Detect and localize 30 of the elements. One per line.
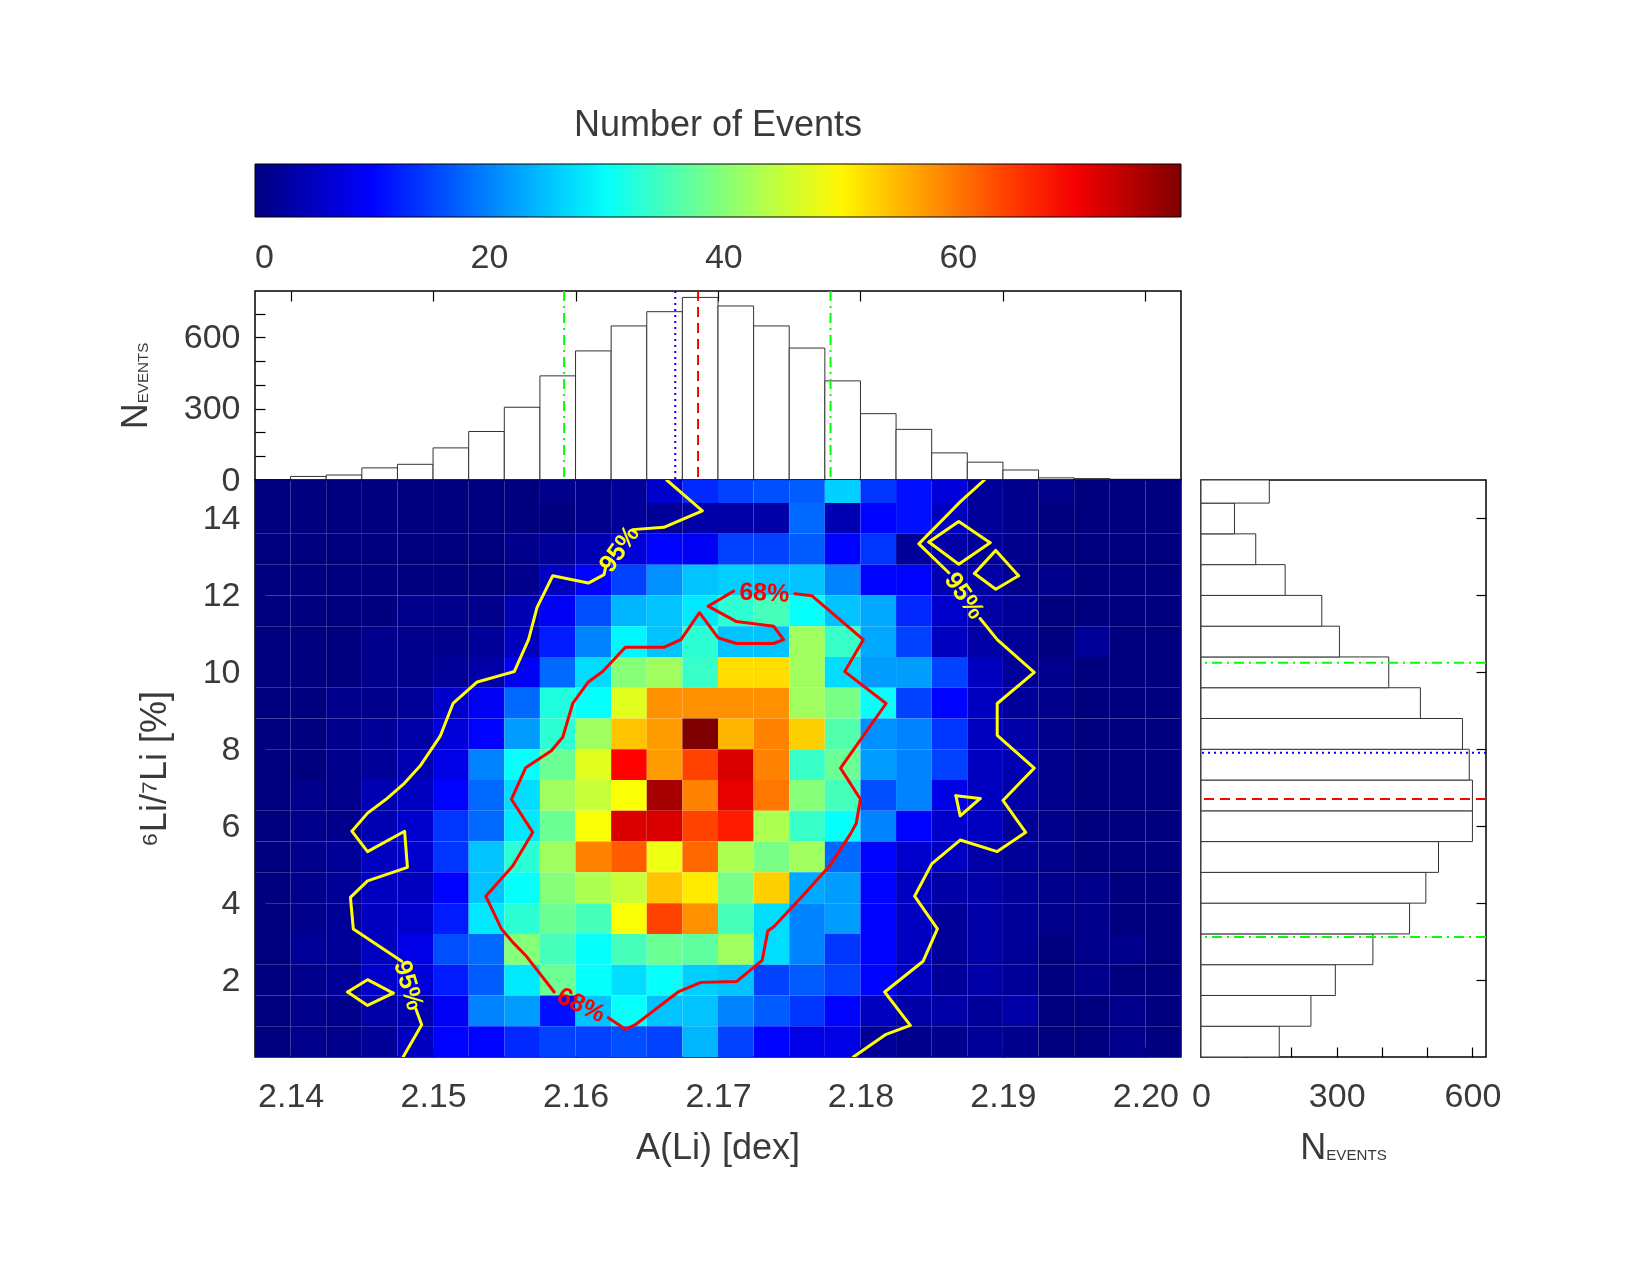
x-tick-label: 2.16 (542, 1075, 610, 1114)
y-tick-label: 300 (183, 388, 241, 427)
y-tick-label: 14 (202, 497, 241, 536)
y-tick-label: 4 (221, 882, 241, 921)
x-tick-label: 2.17 (685, 1075, 752, 1114)
y-tick-label: 12 (202, 574, 241, 613)
color-bar-title: Number of Events (573, 103, 863, 144)
annotation: 68% (738, 576, 790, 607)
x-tick-label: 2.20 (1112, 1075, 1179, 1114)
x-tick-label: 2.15 (400, 1075, 467, 1114)
y-tick-label: 10 (202, 651, 241, 690)
x-tick-label: 2.19 (970, 1075, 1037, 1114)
x-tick-label: 2.18 (827, 1075, 895, 1114)
y-tick-label: 0 (221, 459, 241, 498)
x-tick-label: 600 (1444, 1075, 1502, 1114)
color-bar-label: 0 (255, 237, 274, 275)
color-bar-label: 60 (939, 237, 978, 275)
y-tick-label: 8 (221, 728, 241, 767)
annotation: 68% (553, 980, 611, 1028)
x-tick-label: 300 (1308, 1075, 1366, 1114)
annotation: 95% (389, 957, 431, 1013)
y-tick-label: 6 (221, 805, 241, 844)
color-bar-label: 20 (470, 237, 509, 275)
x-tick-label: 0 (1192, 1075, 1211, 1114)
y-tick-label: 600 (183, 316, 241, 355)
y-tick-label: 2 (221, 959, 241, 998)
color-bar-label: 40 (704, 237, 743, 275)
x-tick-label: 2.14 (258, 1075, 325, 1114)
y-axis-title: ⁶Li/⁷Li [%] (132, 690, 174, 847)
x-axis-title: A(Li) [dex] (635, 1126, 801, 1167)
